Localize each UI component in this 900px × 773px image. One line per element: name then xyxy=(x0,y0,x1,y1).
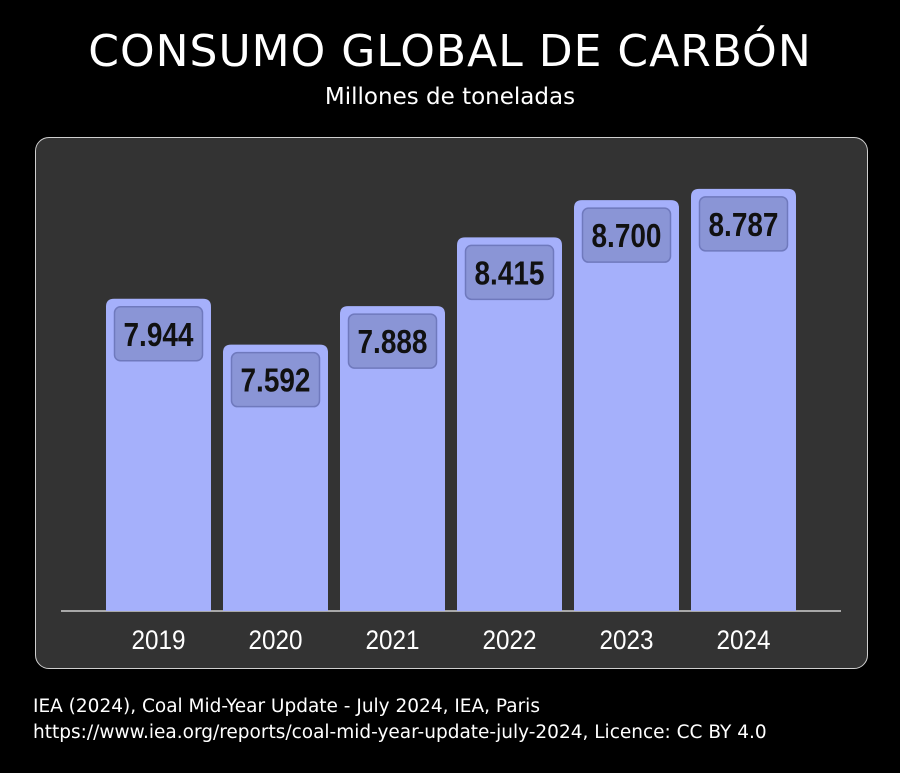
value-label-2020: 7.592 xyxy=(241,362,311,399)
chart-title: CONSUMO GLOBAL DE CARBÓN xyxy=(88,26,812,77)
x-tick-label-2023: 2023 xyxy=(600,625,654,655)
x-tick-label-2019: 2019 xyxy=(132,625,186,655)
x-tick-label-2022: 2022 xyxy=(483,625,537,655)
value-label-2024: 8.787 xyxy=(709,206,779,243)
value-label-2019: 7.944 xyxy=(124,316,195,353)
value-label-box-2021 xyxy=(347,313,438,369)
value-label-2021: 7.888 xyxy=(358,323,428,360)
value-label-box-2023 xyxy=(581,207,672,263)
source-citation: IEA (2024), Coal Mid-Year Update - July … xyxy=(33,694,767,746)
bar-chart: 7.944 2019 7.592 2020 7.888 2021 8.415 2022 8.70… xyxy=(61,188,841,655)
value-label-box-2022 xyxy=(464,244,555,301)
x-tick-label-2024: 2024 xyxy=(717,625,771,655)
value-label-box-2024 xyxy=(698,196,789,252)
bar-2021 xyxy=(340,306,445,611)
bar-2019 xyxy=(106,298,211,611)
value-label-2023: 8.700 xyxy=(592,217,662,254)
source-line-2: https://www.iea.org/reports/coal-mid-yea… xyxy=(33,722,767,743)
value-label-box-2020 xyxy=(230,351,321,408)
source-line-1: IEA (2024), Coal Mid-Year Update - July … xyxy=(33,696,540,717)
x-tick-label-2020: 2020 xyxy=(249,625,303,655)
value-label-2022: 8.415 xyxy=(475,254,545,291)
value-label-box-2019 xyxy=(113,306,204,362)
bar-2023 xyxy=(574,200,679,611)
x-tick-label-2021: 2021 xyxy=(366,625,420,655)
chart-panel: 7.944 2019 7.592 2020 7.888 2021 8.415 2022 8.70… xyxy=(35,137,868,669)
bar-2022 xyxy=(457,237,562,611)
chart-subtitle: Millones de toneladas xyxy=(324,84,576,110)
bar-2020 xyxy=(223,344,328,611)
bar-2024 xyxy=(691,188,796,611)
